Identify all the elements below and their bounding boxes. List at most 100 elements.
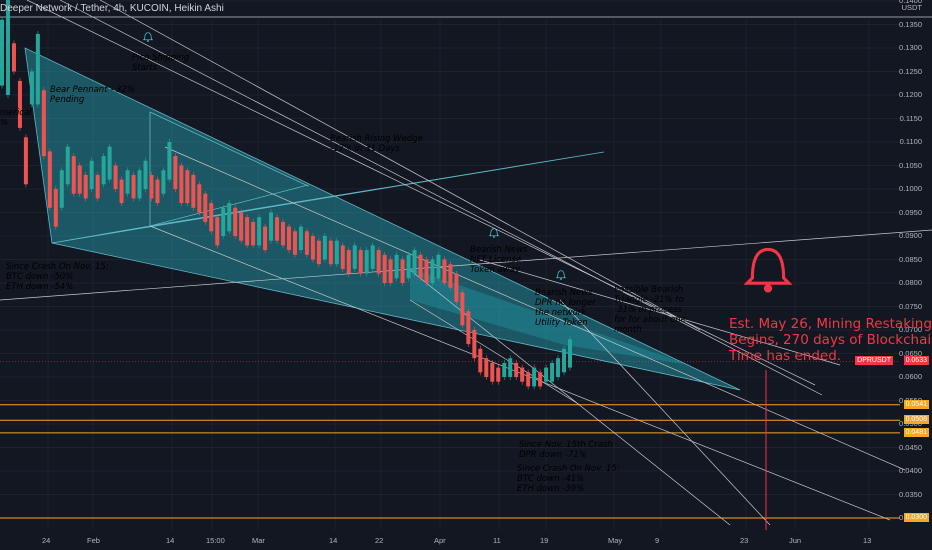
annotation-clipped: merical % (0, 108, 32, 128)
candle-body (41, 90, 46, 157)
candle-body (490, 362, 495, 382)
candle-body (340, 245, 345, 269)
x-tick-label: 24 (42, 536, 51, 545)
level-price-tag: 0.0300 (903, 513, 929, 522)
annotation-utility-news: Bearish News DPR no longer the network U… (535, 288, 596, 328)
candle-body (191, 174, 196, 208)
annotation-bearish-triangle: Possible Bearish Triangle -21% to -31% i… (614, 285, 686, 335)
x-tick-label: 9 (655, 536, 660, 545)
candle-body (436, 254, 441, 279)
x-tick-label: 15:00 (206, 536, 225, 545)
candle-body (388, 259, 393, 283)
x-tick-label: 14 (329, 536, 338, 545)
candle-body (394, 254, 399, 279)
bell-body (555, 270, 567, 279)
candle-body (275, 217, 280, 241)
candle-body (65, 146, 70, 185)
candle-body (292, 231, 297, 255)
y-tick-label: 0.1200 (899, 90, 922, 99)
price-tag-value: 0.0508 (905, 416, 927, 424)
candle-body (251, 221, 256, 246)
level-price-tag: 0.0508 (903, 415, 929, 425)
candle-body (0, 19, 4, 86)
level-price-tag: 0.0541 (903, 399, 929, 409)
current-price-tag: DPRUSDT 0.0633 (855, 356, 929, 366)
candle-body (269, 212, 274, 241)
candle-body (281, 221, 286, 246)
candle-body (167, 142, 172, 180)
candle-body (119, 179, 124, 204)
candle-body (334, 240, 339, 265)
x-tick-label: 14 (166, 536, 175, 545)
bell-body (743, 247, 793, 285)
x-tick-label: Feb (87, 536, 100, 545)
candle-body (478, 348, 483, 373)
candle-body (245, 217, 250, 246)
candle-body (23, 137, 28, 185)
y-tick-label: 0.1100 (899, 137, 922, 146)
annotation-mining-restaking: Est. May 26, Mining Restaking Begins, 27… (729, 316, 932, 364)
candle-body (556, 358, 561, 377)
candle-body (448, 264, 453, 288)
trendline (0, 229, 932, 301)
candle-body (418, 254, 423, 279)
candle-body (239, 212, 244, 241)
candle-body (520, 367, 525, 382)
candle-body (286, 226, 291, 251)
big-bell-icon (743, 247, 793, 293)
candle-body (47, 151, 52, 208)
candle-body (173, 156, 178, 189)
candle-body (215, 217, 220, 246)
price-tag-value: 0.0541 (905, 400, 927, 408)
y-tick-label: 0.0700 (899, 325, 922, 334)
trendline (559, 299, 771, 526)
candle-body (568, 339, 572, 368)
candle-body (107, 146, 112, 180)
candle-body (131, 174, 136, 199)
bell-clapper (560, 278, 562, 280)
candle-body (149, 174, 154, 199)
candle-body (197, 184, 202, 213)
candle-body (137, 170, 142, 199)
candle-body (304, 231, 309, 255)
annotation-crash-stats-left: Since Crash On Nov. 15: BTC down -50% ET… (6, 262, 109, 292)
bell-icon (142, 32, 154, 42)
bell-icon (488, 228, 500, 238)
trendline (149, 225, 891, 521)
candle-body (298, 226, 303, 251)
bell-body (488, 228, 500, 237)
candle-body (101, 156, 106, 185)
candle-body (328, 240, 333, 265)
annotation-crash-stats-right: Since Crash On Nov. 15: BTC down -41% ET… (517, 464, 620, 494)
candle-body (472, 330, 477, 359)
x-tick-label: Jun (789, 536, 802, 545)
candle-body (454, 273, 459, 302)
candle-body (263, 226, 268, 251)
candle-body (382, 254, 387, 283)
candle-body (179, 165, 184, 204)
horizontal-levels (0, 361, 900, 519)
candle-body (370, 245, 375, 269)
candle-body (538, 372, 543, 387)
y-tick-label: 0.1400 (899, 0, 922, 5)
level-price-tag: 0.0481 (903, 427, 929, 437)
candle-body (5, 0, 10, 95)
currency-label: USDT (901, 3, 922, 12)
candle-body (227, 203, 232, 232)
alert-icons (142, 32, 793, 293)
bell-body (142, 32, 154, 41)
x-tick-label: 11 (493, 536, 501, 545)
chart-title: Deeper Network / Tether, 4h, KUCOIN, Hei… (0, 3, 224, 14)
candle-body (310, 236, 315, 260)
candle-body (364, 250, 369, 274)
y-tick-label: 0.0650 (899, 348, 922, 358)
candle-body (161, 170, 166, 194)
candle-body (430, 259, 435, 283)
y-tick-label: 0.0950 (899, 207, 922, 217)
candle-body (125, 170, 130, 194)
x-tick-label: 19 (540, 536, 549, 545)
bear-pennant-shape (24, 47, 741, 391)
candle-body (95, 174, 100, 199)
candle-body (322, 236, 327, 260)
